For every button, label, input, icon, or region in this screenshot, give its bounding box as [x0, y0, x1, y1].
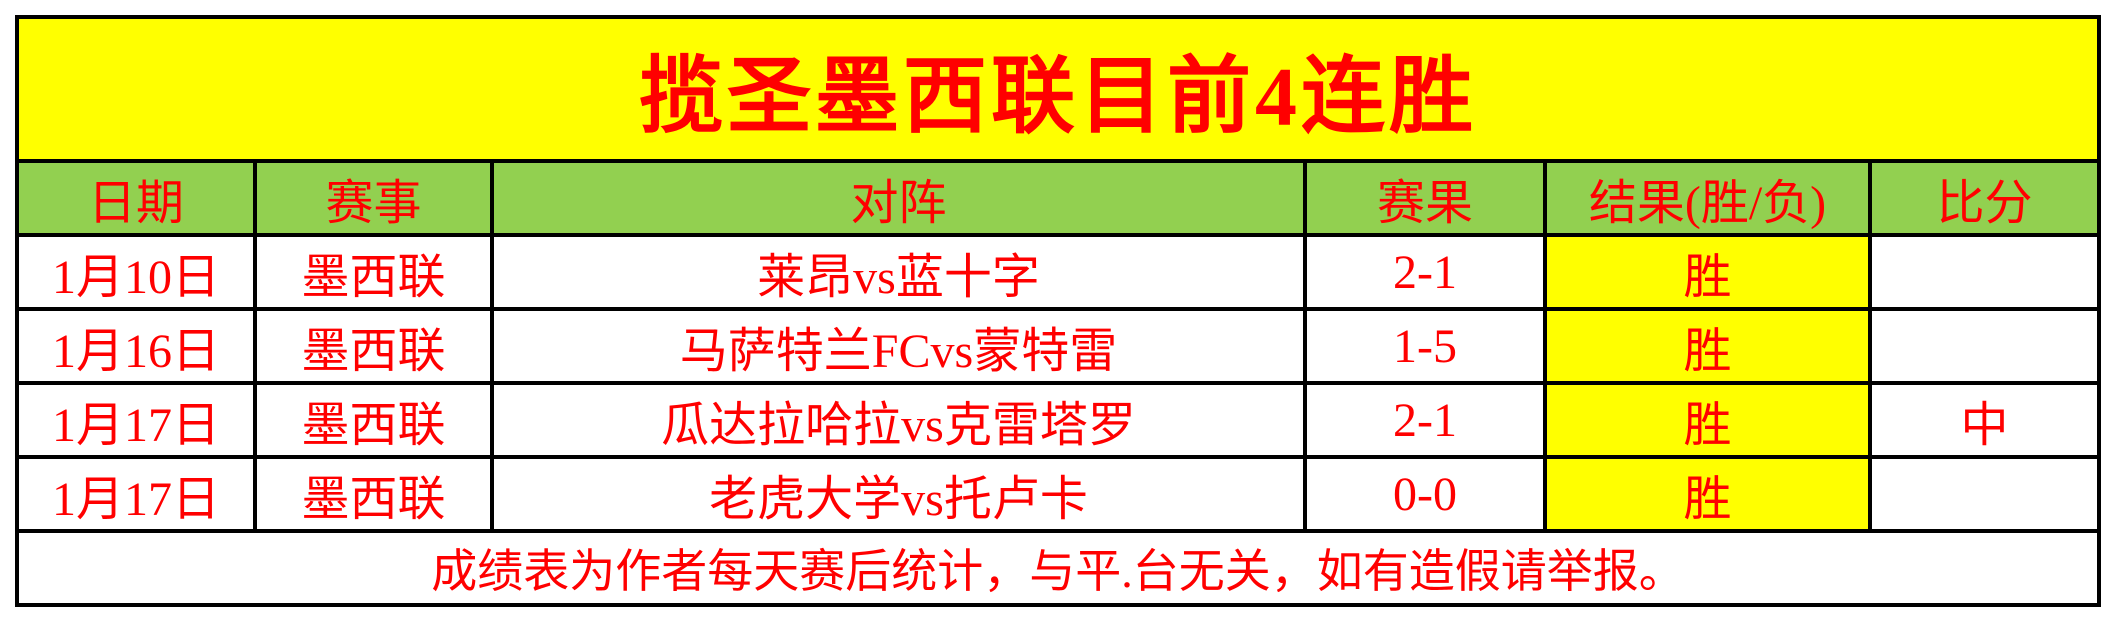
bifen-cell	[1867, 455, 2102, 533]
disclaimer-text: 成绩表为作者每天赛后统计，与平.台无关，如有造假请举报。	[14, 529, 2102, 607]
league-cell: 墨西联	[253, 233, 494, 311]
header-date: 日期	[15, 159, 257, 237]
result-cell: 胜	[1543, 381, 1872, 459]
league-cell: 墨西联	[253, 455, 494, 533]
league-cell: 墨西联	[253, 381, 494, 459]
header-score: 赛果	[1303, 159, 1547, 237]
result-cell: 胜	[1543, 307, 1872, 385]
disclaimer-row: 成绩表为作者每天赛后统计，与平.台无关，如有造假请举报。	[14, 529, 2102, 607]
table-row: 1月16日 墨西联 马萨特兰FCvs蒙特雷 1-5 胜	[15, 307, 2102, 385]
match-cell: 瓜达拉哈拉vs克雷塔罗	[490, 381, 1307, 459]
bifen-cell	[1867, 233, 2102, 311]
results-sheet: 揽圣墨西联目前4连胜 日期 赛事 对阵 赛果 结果(胜/负) 比分 1月10日 …	[14, 15, 2102, 607]
header-result: 结果(胜/负)	[1543, 159, 1872, 237]
title-banner-row: 揽圣墨西联目前4连胜	[14, 15, 2102, 163]
date-cell: 1月10日	[15, 233, 257, 311]
date-cell: 1月17日	[15, 381, 257, 459]
score-cell: 2-1	[1303, 381, 1547, 459]
result-cell: 胜	[1543, 233, 1872, 311]
table-header-row: 日期 赛事 对阵 赛果 结果(胜/负) 比分	[15, 159, 2102, 237]
score-cell: 1-5	[1303, 307, 1547, 385]
header-match: 对阵	[490, 159, 1307, 237]
match-cell: 莱昂vs蓝十字	[490, 233, 1307, 311]
table-row: 1月17日 墨西联 老虎大学vs托卢卡 0-0 胜	[15, 455, 2102, 533]
bifen-cell	[1867, 307, 2102, 385]
result-cell: 胜	[1543, 455, 1872, 533]
page-title: 揽圣墨西联目前4连胜	[14, 15, 2102, 163]
table-row: 1月17日 墨西联 瓜达拉哈拉vs克雷塔罗 2-1 胜 中	[15, 381, 2102, 459]
header-league: 赛事	[253, 159, 494, 237]
score-cell: 2-1	[1303, 233, 1547, 311]
score-cell: 0-0	[1303, 455, 1547, 533]
match-cell: 马萨特兰FCvs蒙特雷	[490, 307, 1307, 385]
bifen-cell: 中	[1867, 381, 2102, 459]
header-bifen: 比分	[1867, 159, 2102, 237]
date-cell: 1月16日	[15, 307, 257, 385]
date-cell: 1月17日	[15, 455, 257, 533]
results-table: 揽圣墨西联目前4连胜 日期 赛事 对阵 赛果 结果(胜/负) 比分 1月10日 …	[14, 15, 2102, 607]
table-row: 1月10日 墨西联 莱昂vs蓝十字 2-1 胜	[15, 233, 2102, 311]
league-cell: 墨西联	[253, 307, 494, 385]
match-cell: 老虎大学vs托卢卡	[490, 455, 1307, 533]
